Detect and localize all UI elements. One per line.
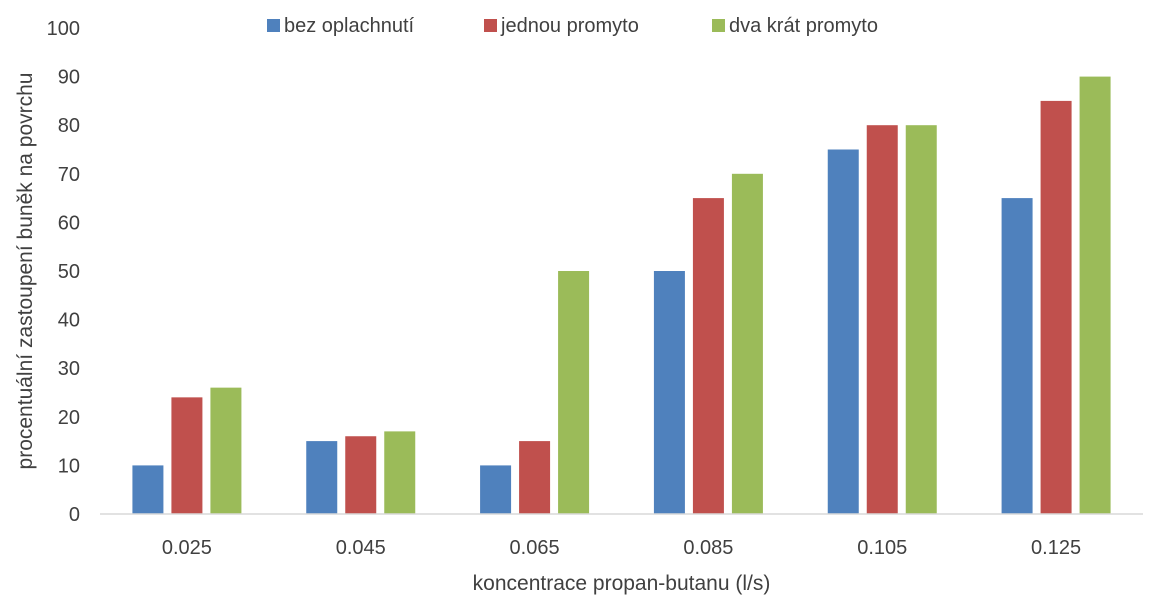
bar-2-0.085 bbox=[692, 198, 724, 514]
legend-label: jednou promyto bbox=[500, 15, 639, 37]
bar-1-0.025 bbox=[132, 465, 164, 514]
bar-3-0.105 bbox=[905, 125, 937, 514]
y-tick-label: 40 bbox=[58, 310, 80, 332]
y-tick-label: 80 bbox=[58, 115, 80, 137]
y-tick-label: 60 bbox=[58, 212, 80, 234]
y-axis-title: procentuální zastoupení buněk na povrchu bbox=[14, 73, 37, 470]
x-axis-ticks: 0.025 0.045 0.065 0.085 0.105 0.125 bbox=[162, 537, 1081, 559]
bar-3-0.025 bbox=[210, 387, 242, 514]
y-tick-label: 50 bbox=[58, 261, 80, 283]
x-tick-label: 0.125 bbox=[1031, 537, 1081, 559]
bars bbox=[132, 76, 1111, 515]
y-tick-label: 10 bbox=[58, 455, 80, 477]
x-axis-title: koncentrace propan-butanu (l/s) bbox=[473, 572, 771, 595]
y-tick-label: 70 bbox=[58, 164, 80, 186]
bar-3-0.045 bbox=[384, 431, 416, 514]
y-tick-label: 90 bbox=[58, 67, 80, 89]
bar-1-0.105 bbox=[827, 149, 859, 514]
y-tick-label: 0 bbox=[69, 504, 80, 526]
legend-swatch bbox=[712, 19, 725, 32]
bar-2-0.125 bbox=[1040, 100, 1072, 515]
bar-1-0.125 bbox=[1001, 198, 1033, 514]
x-tick-label: 0.105 bbox=[857, 537, 907, 559]
legend-label: dva krát promyto bbox=[729, 15, 878, 37]
x-tick-label: 0.065 bbox=[510, 537, 560, 559]
bar-1-0.045 bbox=[306, 441, 338, 514]
y-axis-ticks: 0 10 20 30 40 50 60 70 80 90 100 bbox=[47, 18, 80, 526]
bar-3-0.085 bbox=[731, 173, 763, 515]
bar-3-0.125 bbox=[1079, 76, 1111, 514]
bar-2-0.065 bbox=[519, 441, 551, 514]
bar-1-0.085 bbox=[653, 271, 685, 514]
x-tick-label: 0.025 bbox=[162, 537, 212, 559]
x-tick-label: 0.085 bbox=[683, 537, 733, 559]
bar-2-0.045 bbox=[345, 436, 377, 514]
bar-2-0.025 bbox=[171, 397, 203, 514]
legend-swatch bbox=[267, 19, 280, 32]
bar-3-0.065 bbox=[558, 271, 590, 514]
y-tick-label: 100 bbox=[47, 18, 80, 40]
x-tick-label: 0.045 bbox=[336, 537, 386, 559]
legend: bez oplachnutí jednou promyto dva krát pro… bbox=[267, 15, 878, 37]
bar-2-0.105 bbox=[866, 125, 898, 514]
legend-label: bez oplachnutí bbox=[284, 15, 415, 37]
y-tick-label: 20 bbox=[58, 407, 80, 429]
y-tick-label: 30 bbox=[58, 358, 80, 380]
bar-1-0.065 bbox=[480, 465, 512, 514]
legend-swatch bbox=[484, 19, 497, 32]
